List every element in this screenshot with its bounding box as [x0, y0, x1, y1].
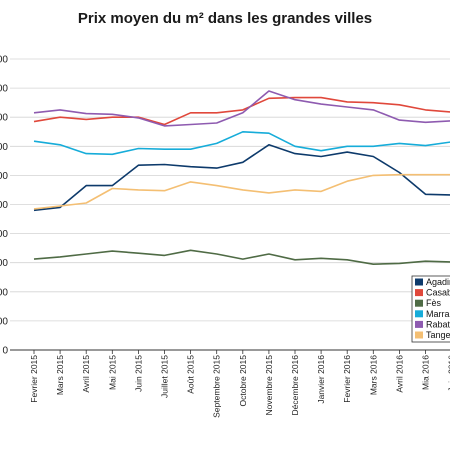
y-tick-label: 12 000: [0, 171, 8, 182]
x-tick-label: Fevrier 2015: [29, 355, 39, 403]
x-tick-label: Juillet 2015: [160, 355, 170, 398]
legend-label-tanger: Tanger: [426, 330, 450, 340]
series-line-agadir: [33, 144, 450, 212]
legend-swatch-marrakech: [415, 310, 423, 318]
x-tick-label: Novembre 2015: [264, 355, 274, 416]
x-tick-label: Janvier 2016: [316, 355, 326, 404]
x-tick-label: Mars 2015: [55, 355, 65, 395]
legend-swatch-tanger: [415, 331, 423, 339]
x-tick-label: Mai 2015: [107, 355, 117, 390]
x-axis-ticks: Fevrier 2015 Mars 2015 Avril 2015 Mai 2015 J…: [29, 350, 450, 418]
legend-swatch-agadir: [415, 278, 423, 286]
legend-swatch-rabat: [415, 320, 423, 328]
x-tick-label: Octobre 2015: [238, 355, 248, 407]
legend-swatch-fès: [415, 299, 423, 307]
legend-label-marrakech: Marrakech: [426, 309, 450, 319]
x-tick-label: Mia 2016: [421, 355, 431, 390]
series-line-tanger: [33, 173, 450, 210]
x-tick-label: Août 2015: [186, 355, 196, 394]
y-tick-label: 8 000: [0, 229, 8, 240]
series-lines: [33, 90, 450, 266]
y-tick-label: 10 000: [0, 200, 8, 211]
y-tick-label: 16 000: [0, 113, 8, 124]
series-line-marrakech: [33, 131, 450, 156]
y-tick-label: 20 000: [0, 55, 8, 66]
legend-label-casablanca: Casablanca: [426, 288, 450, 298]
y-tick-label: 4 000: [0, 287, 8, 298]
series-line-casablanca: [33, 96, 450, 126]
y-tick-label: 0: [2, 346, 8, 357]
series-line-rabat: [33, 90, 450, 127]
y-tick-label: 14 000: [0, 142, 8, 153]
legend: AgadirCasablancaFèsMarrakechRabatTanger: [411, 275, 450, 343]
legend-label-agadir: Agadir: [426, 277, 450, 287]
grid-lines: [10, 58, 450, 322]
legend-label-fès: Fès: [426, 298, 442, 308]
x-tick-label: Mars 2016: [368, 355, 378, 395]
series-line-fès: [33, 249, 450, 266]
x-tick-label: Avril 2016: [394, 355, 404, 393]
y-tick-label: 18 000: [0, 84, 8, 95]
y-tick-label: 6 000: [0, 258, 8, 269]
x-tick-label: Juin 2015: [133, 355, 143, 392]
x-tick-label: Juin 2016: [447, 355, 450, 392]
y-axis-ticks: 0 2 000 4 000 6 000 8 000 10 000 12 000 14 000 1…: [0, 55, 8, 357]
x-tick-label: Fevrier 2016: [342, 355, 352, 403]
legend-label-rabat: Rabat: [426, 319, 450, 329]
x-tick-label: Septembre 2015: [212, 355, 222, 418]
y-tick-label: 2 000: [0, 316, 8, 327]
legend-box: [411, 275, 450, 343]
legend-swatch-casablanca: [415, 289, 423, 297]
x-tick-label: Décembre 2016: [290, 355, 300, 416]
chart-title: Prix moyen du m² dans les grandes villes: [77, 10, 373, 27]
x-tick-label: Avril 2015: [81, 355, 91, 393]
